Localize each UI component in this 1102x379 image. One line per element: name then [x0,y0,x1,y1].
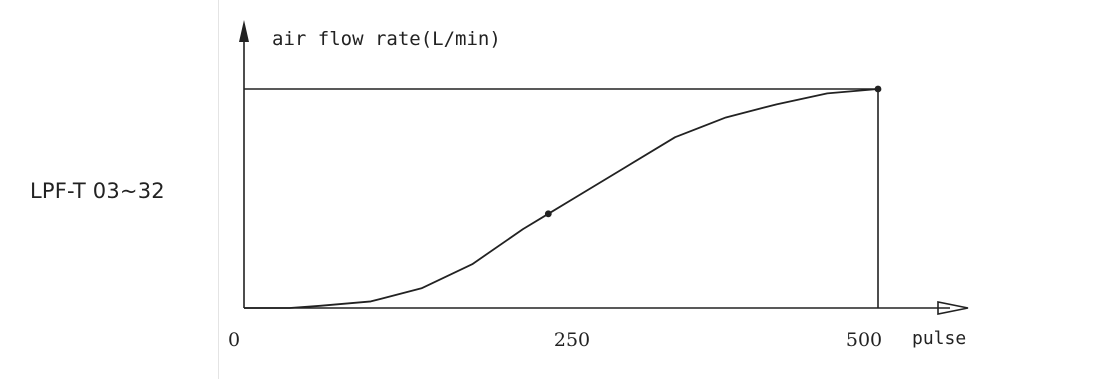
marker-layer [544,85,882,218]
x-tick-label-500: 500 [846,329,882,351]
x-tick-label-250: 250 [554,329,590,351]
label-layer: air flow rate(L/min) pulse 0 250 500 [228,28,966,351]
curve-marker-0 [544,210,552,218]
y-axis-label: air flow rate(L/min) [272,28,501,50]
curve-marker-1 [874,85,882,93]
x-tick-label-0: 0 [228,329,240,351]
curve-layer [244,88,879,309]
x-axis-arrow [937,301,969,315]
panel-divider [218,0,219,379]
y-axis-arrow [239,20,249,42]
flow-curve-0 [244,88,879,309]
model-label: LPF-T 03~32 [30,179,165,203]
x-axis-label: pulse [912,328,966,349]
chart-frame [239,20,969,315]
